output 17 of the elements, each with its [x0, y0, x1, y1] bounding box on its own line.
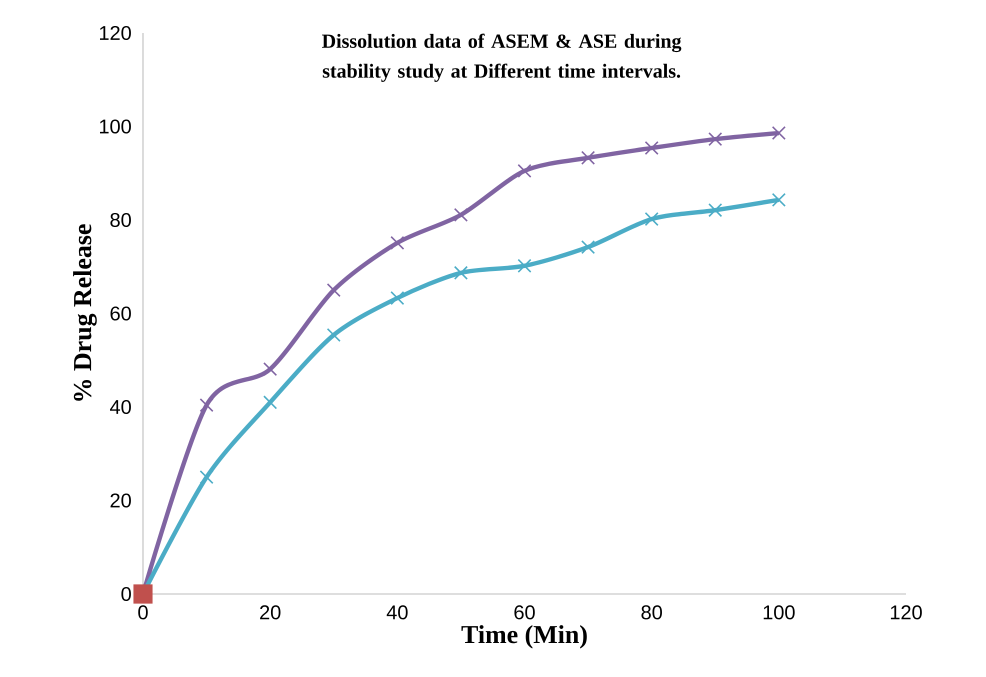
x-tick-label: 100 [764, 605, 795, 620]
x-tick-label: 20 [260, 605, 280, 620]
x-axis-title: Time (Min) [461, 625, 587, 649]
y-axis-title: % Drug Release [73, 224, 97, 401]
y-tick-label: 100 [100, 119, 131, 134]
x-tick-label: 40 [386, 605, 408, 620]
y-tick-label: 80 [110, 212, 131, 228]
y-tick-label: 20 [110, 493, 131, 508]
x-tick-label: 80 [641, 605, 662, 620]
x-tick-label: 120 [890, 605, 922, 620]
y-tick-label: 0 [121, 586, 131, 602]
y-tick-label: 60 [110, 306, 131, 321]
y-tick-label: 120 [100, 26, 131, 40]
text: Dissolution data of ASEM & ASE during stability study at Different time intervals. [322, 34, 682, 82]
x-tick-label: 60 [514, 605, 535, 620]
x-tick-label: 0 [138, 605, 148, 620]
y-tick-label: 40 [110, 400, 131, 414]
